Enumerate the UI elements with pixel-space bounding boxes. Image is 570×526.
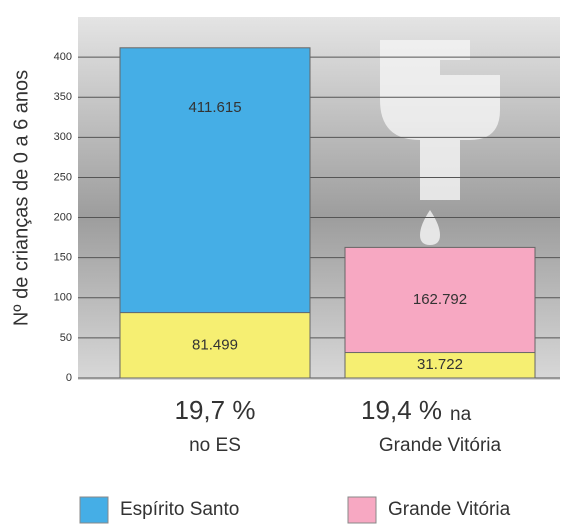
category-rate: 19,4 % <box>361 395 442 425</box>
y-tick-label: 400 <box>54 51 72 63</box>
category-rate: 19,7 % <box>175 395 256 425</box>
y-tick-label: 200 <box>54 211 72 223</box>
legend-swatch <box>347 496 377 524</box>
value-label: 162.792 <box>413 291 467 308</box>
value-label: 81.499 <box>192 336 238 353</box>
y-tick-label: 100 <box>54 292 72 304</box>
bar <box>119 312 311 379</box>
y-tick-label: 0 <box>66 372 72 384</box>
y-tick-label: 300 <box>54 131 72 143</box>
y-tick-label: 50 <box>60 332 72 344</box>
value-label: 31.722 <box>417 356 463 373</box>
faucet-icon <box>380 40 500 245</box>
y-axis-label: Nº de crianças de 0 a 6 anos <box>10 70 32 326</box>
legend-label: Grande Vitória <box>388 499 511 520</box>
category-label: na <box>450 404 472 425</box>
y-tick-label: 150 <box>54 252 72 264</box>
y-tick-label: 350 <box>54 91 72 103</box>
legend-swatch <box>79 496 109 524</box>
value-label: 411.615 <box>188 99 241 116</box>
y-tick-label: 250 <box>54 171 72 183</box>
legend-label: Espírito Santo <box>120 499 239 520</box>
category-label: Grande Vitória <box>379 435 502 456</box>
category-label: no ES <box>189 435 241 456</box>
bar <box>344 352 536 379</box>
